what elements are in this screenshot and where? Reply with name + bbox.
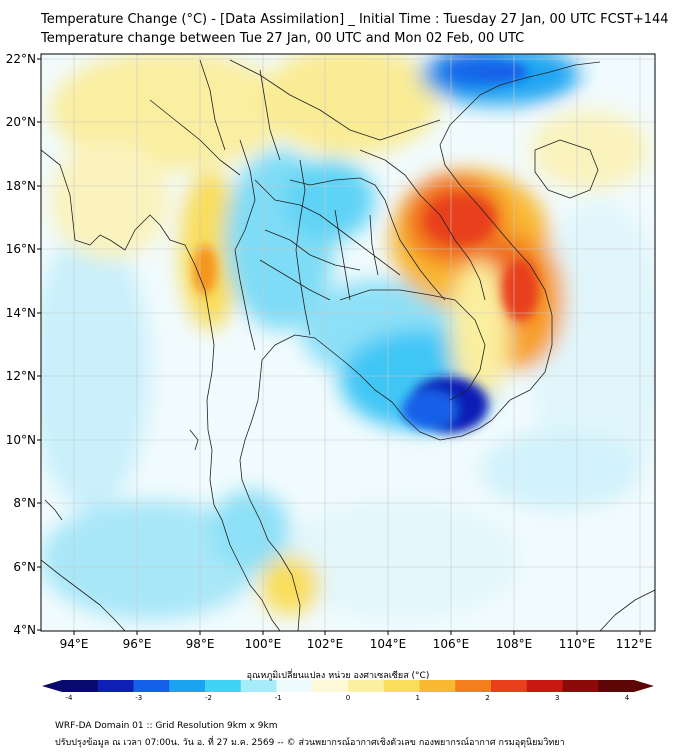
map-subtitle: Temperature change between Tue 27 Jan, 0… bbox=[41, 31, 525, 46]
colorbar-tick-label: 1 bbox=[416, 694, 420, 702]
map-frame bbox=[40, 53, 656, 632]
colorbar-cell bbox=[598, 680, 635, 692]
colorbar-cell bbox=[312, 680, 349, 692]
colorbar-tick-label: -3 bbox=[135, 694, 142, 702]
colorbar-ticks: -4 -3 -2 -1 0 1 2 3 4 bbox=[66, 694, 630, 702]
colorbar-max-arrow bbox=[634, 680, 654, 692]
temperature-field bbox=[41, 54, 655, 631]
lat-label: 4°N bbox=[13, 623, 36, 637]
colorbar-cell bbox=[133, 680, 170, 692]
latitude-labels: 22°N 20°N 18°N 16°N 14°N 12°N 10°N 8°N 6… bbox=[6, 52, 36, 637]
colorbar-cell bbox=[348, 680, 385, 692]
footer-credit: ปรับปรุงข้อมูล ณ เวลา 07:00น. วัน อ. ที่… bbox=[55, 738, 565, 748]
colorbar-min-arrow bbox=[42, 680, 62, 692]
colorbar-cell bbox=[240, 680, 277, 692]
longitude-labels: 94°E 96°E 98°E 100°E 102°E 104°E 106°E 1… bbox=[60, 637, 653, 651]
colorbar-cell bbox=[455, 680, 492, 692]
colorbar-cell bbox=[383, 680, 420, 692]
lon-label: 108°E bbox=[496, 637, 533, 651]
lon-label: 104°E bbox=[370, 637, 407, 651]
lat-label: 18°N bbox=[6, 179, 36, 193]
tick-marks bbox=[37, 58, 641, 635]
lat-label: 12°N bbox=[6, 369, 36, 383]
lon-label: 102°E bbox=[307, 637, 344, 651]
lat-label: 6°N bbox=[13, 560, 36, 574]
colorbar-cell bbox=[419, 680, 456, 692]
colorbar-cell bbox=[62, 680, 99, 692]
lat-label: 16°N bbox=[6, 242, 36, 256]
colorbar-cells bbox=[62, 680, 635, 692]
colorbar-cell bbox=[205, 680, 242, 692]
lon-label: 98°E bbox=[186, 637, 215, 651]
colorbar-cell bbox=[97, 680, 134, 692]
colorbar-cell bbox=[491, 680, 528, 692]
lat-label: 22°N bbox=[6, 52, 36, 66]
colorbar-label: อุณหภูมิเปลี่ยนแปลง หน่วย องศาเซลเซียส (… bbox=[246, 671, 430, 681]
lon-label: 110°E bbox=[559, 637, 596, 651]
lon-label: 96°E bbox=[123, 637, 152, 651]
colorbar-cell bbox=[276, 680, 313, 692]
colorbar-tick-label: 3 bbox=[555, 694, 559, 702]
footer-model-info: WRF-DA Domain 01 :: Grid Resolution 9km … bbox=[55, 721, 278, 731]
colorbar-tick-label: -4 bbox=[66, 694, 74, 702]
lon-label: 106°E bbox=[433, 637, 470, 651]
lat-label: 10°N bbox=[6, 433, 36, 447]
colorbar-cell bbox=[169, 680, 206, 692]
map-title: Temperature Change (°C) - [Data Assimila… bbox=[41, 12, 669, 27]
coastlines-borders bbox=[41, 59, 655, 631]
colorbar-tick-label: 0 bbox=[346, 694, 350, 702]
lat-label: 14°N bbox=[6, 306, 36, 320]
lon-label: 100°E bbox=[245, 637, 282, 651]
colorbar-cell bbox=[562, 680, 599, 692]
colorbar: -4 -3 -2 -1 0 1 2 3 4 bbox=[42, 680, 654, 702]
colorbar-tick-label: 4 bbox=[625, 694, 630, 702]
colorbar-tick-label: -2 bbox=[205, 694, 212, 702]
lat-label: 8°N bbox=[13, 496, 36, 510]
graticule bbox=[41, 54, 655, 631]
colorbar-cell bbox=[526, 680, 563, 692]
colorbar-tick-label: 2 bbox=[485, 694, 489, 702]
lon-label: 112°E bbox=[616, 637, 653, 651]
lat-label: 20°N bbox=[6, 115, 36, 129]
colorbar-tick-label: -1 bbox=[275, 694, 282, 702]
lon-label: 94°E bbox=[60, 637, 89, 651]
